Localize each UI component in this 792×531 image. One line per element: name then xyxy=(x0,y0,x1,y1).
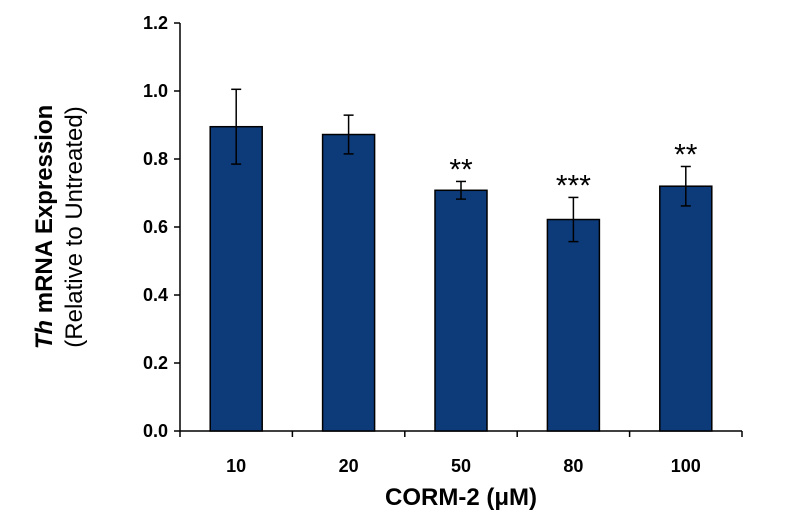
y-tick-label: 0.6 xyxy=(143,217,168,237)
x-tick-label-20: 20 xyxy=(339,456,359,476)
x-tick-label-50: 50 xyxy=(451,456,471,476)
y-axis: 0.0 0.2 0.4 0.6 0.8 1.0 1.2 xyxy=(143,13,181,441)
x-tick-label-100: 100 xyxy=(671,456,701,476)
bars: ** ***** xyxy=(209,88,713,432)
y-axis-title-main: mRNA Expression xyxy=(31,105,58,320)
y-tick-label: 0.8 xyxy=(143,149,168,169)
y-tick-label: 0.2 xyxy=(143,353,168,373)
x-tick-label-10: 10 xyxy=(226,456,246,476)
bar-20 xyxy=(321,133,376,432)
y-tick-label: 0.0 xyxy=(143,421,168,441)
y-axis-title-italic: Th xyxy=(31,320,58,349)
bar-10 xyxy=(209,125,263,432)
y-axis-title: Th mRNA Expression xyxy=(31,105,58,350)
x-axis-title: CORM-2 (μM) xyxy=(385,484,537,511)
significance-label-100: ** xyxy=(674,138,698,171)
bar-50 xyxy=(434,189,488,432)
bar-100 xyxy=(659,185,713,432)
bar-80 xyxy=(546,218,601,432)
significance-label-50: ** xyxy=(449,153,473,186)
x-axis: 10 20 50 80 100 xyxy=(179,430,743,476)
y-tick-label: 1.2 xyxy=(143,13,168,33)
significance-label-80: *** xyxy=(556,169,591,202)
y-tick-label: 0.4 xyxy=(143,285,168,305)
x-tick-label-80: 80 xyxy=(563,456,583,476)
y-tick-label: 1.0 xyxy=(143,81,168,101)
y-axis-subtitle: (Relative to Untreated) xyxy=(61,106,88,347)
